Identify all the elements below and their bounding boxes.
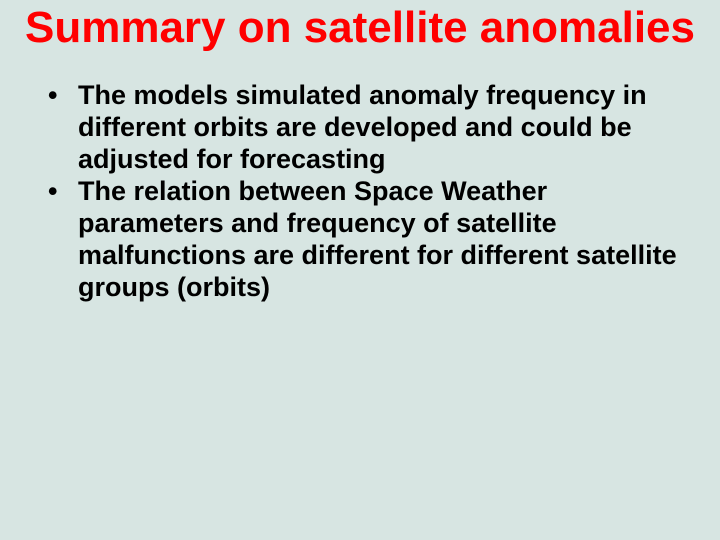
bullet-item: The relation between Space Weather param… <box>0 176 720 303</box>
slide-title: Summary on satellite anomalies <box>0 0 720 52</box>
bullet-item: The models simulated anomaly frequency i… <box>0 80 720 176</box>
slide-container: Summary on satellite anomalies The model… <box>0 0 720 540</box>
bullet-list: The models simulated anomaly frequency i… <box>0 52 720 303</box>
